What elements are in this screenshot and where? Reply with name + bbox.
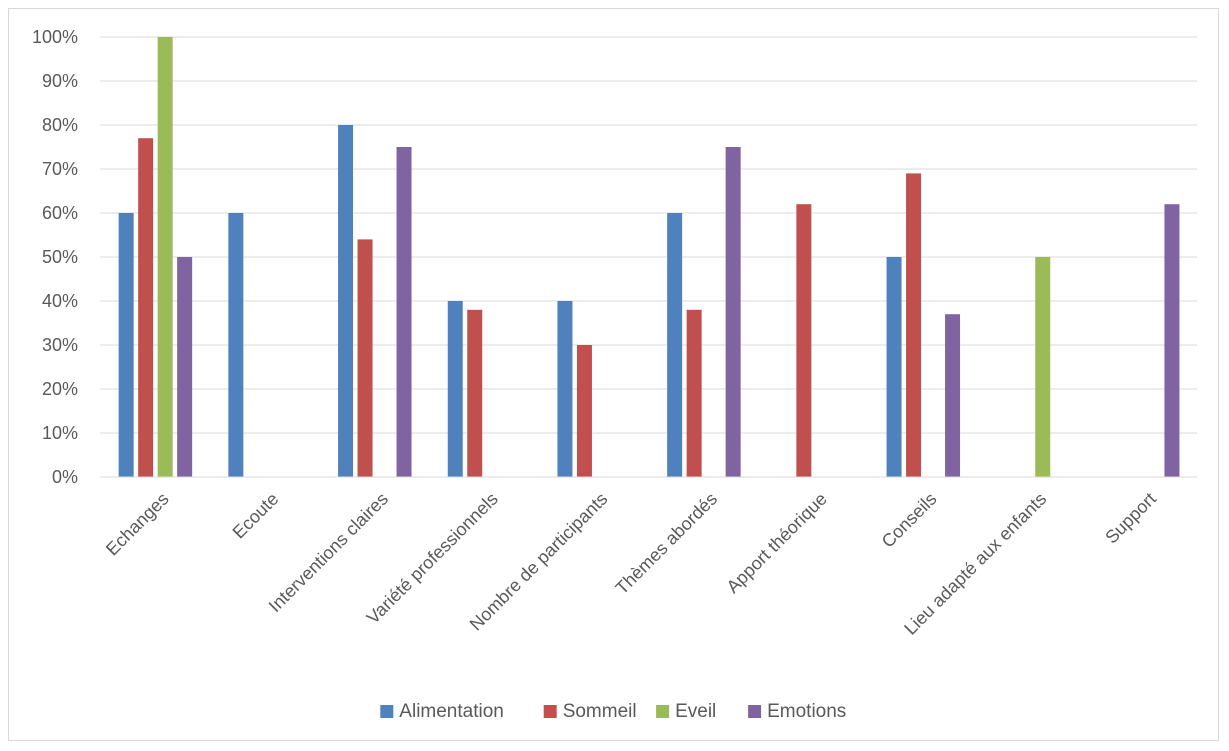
y-tick-label: 10%	[42, 423, 78, 443]
y-tick-label: 40%	[42, 291, 78, 311]
bar	[886, 257, 902, 477]
bar	[796, 204, 812, 477]
x-tick-label: Ecoute	[229, 489, 283, 543]
legend-swatch	[656, 705, 670, 718]
bar	[177, 257, 193, 477]
bar	[686, 309, 702, 477]
bar	[138, 138, 154, 477]
x-tick-label: Conseils	[878, 489, 941, 552]
bar	[667, 213, 683, 477]
bar	[1164, 204, 1180, 477]
bar	[157, 37, 173, 477]
bar	[945, 314, 961, 477]
y-tick-label: 70%	[42, 159, 78, 179]
bar	[467, 309, 483, 477]
bar	[396, 147, 412, 477]
bar	[338, 125, 354, 477]
y-tick-label: 90%	[42, 71, 78, 91]
legend-label: Sommeil	[563, 701, 637, 722]
x-tick-label: Thèmes abordés	[612, 489, 722, 599]
legend-swatch	[748, 705, 762, 718]
bar	[906, 173, 922, 477]
bar	[576, 345, 592, 477]
legend-label: Alimentation	[399, 701, 504, 722]
y-tick-label: 0%	[52, 467, 78, 487]
y-tick-label: 100%	[32, 27, 78, 47]
y-tick-label: 20%	[42, 379, 78, 399]
legend-swatch	[380, 705, 394, 718]
x-tick-label: Apport théorique	[723, 489, 831, 597]
x-tick-label: Echanges	[102, 489, 173, 560]
y-tick-label: 80%	[42, 115, 78, 135]
bar	[557, 301, 573, 477]
y-tick-label: 60%	[42, 203, 78, 223]
bar	[725, 147, 741, 477]
legend-label: Emotions	[767, 701, 846, 722]
bar	[228, 213, 244, 477]
y-tick-label: 30%	[42, 335, 78, 355]
y-tick-label: 50%	[42, 247, 78, 267]
legend-label: Eveil	[675, 701, 716, 722]
bar	[118, 213, 134, 477]
bar	[357, 239, 373, 477]
bar	[1035, 257, 1051, 477]
bar	[447, 301, 463, 477]
legend-swatch	[543, 705, 557, 718]
x-tick-label: Interventions claires	[265, 489, 392, 616]
x-tick-label: Support	[1101, 489, 1160, 548]
chart-frame	[8, 8, 1219, 741]
